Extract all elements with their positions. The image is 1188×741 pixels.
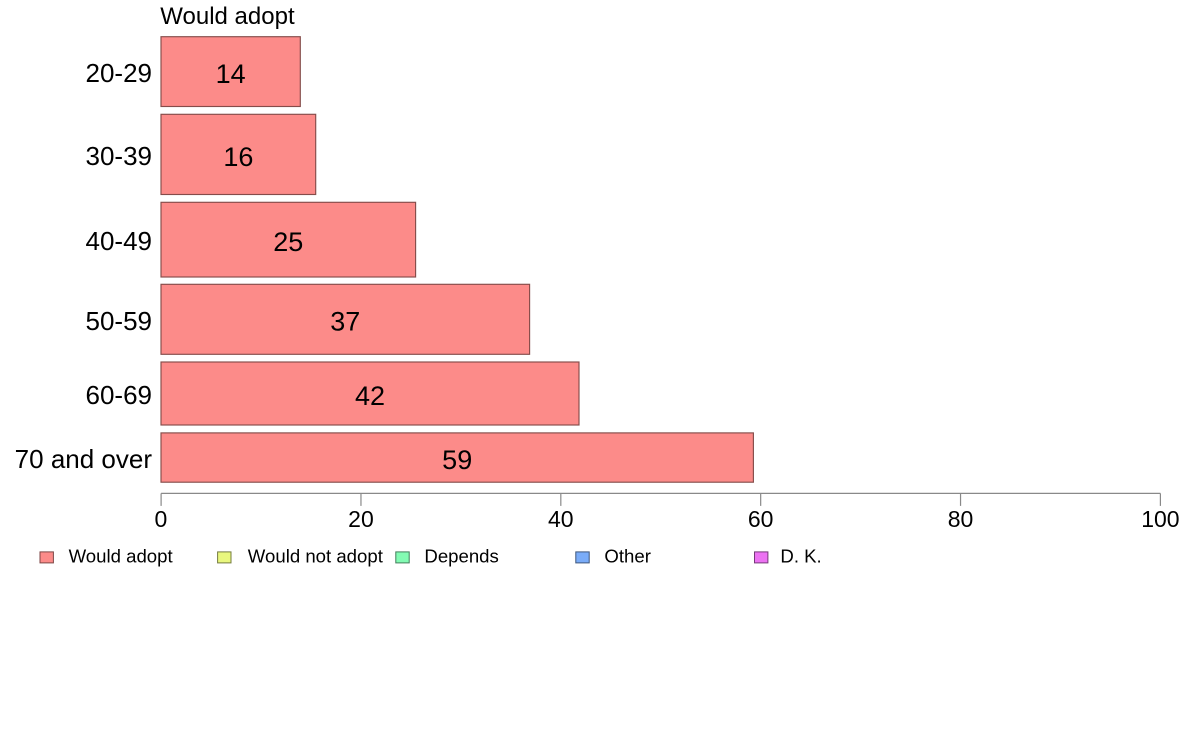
svg-text:20-29: 20-29	[86, 58, 153, 88]
svg-text:30-39: 30-39	[86, 141, 153, 171]
svg-text:59: 59	[442, 445, 472, 475]
svg-text:60-69: 60-69	[86, 380, 153, 410]
svg-text:Would not adopt: Would not adopt	[248, 545, 384, 566]
svg-text:D. K.: D. K.	[780, 545, 821, 566]
svg-text:40-49: 40-49	[86, 226, 153, 256]
svg-text:70 and over: 70 and over	[15, 444, 153, 474]
svg-text:60: 60	[748, 506, 774, 532]
svg-text:80: 80	[948, 506, 974, 532]
svg-text:42: 42	[355, 381, 385, 411]
svg-text:25: 25	[273, 227, 303, 257]
svg-text:37: 37	[330, 307, 360, 337]
svg-text:0: 0	[155, 506, 168, 532]
svg-text:Would adopt: Would adopt	[160, 3, 295, 30]
svg-text:100: 100	[1141, 506, 1179, 532]
svg-text:Would adopt: Would adopt	[69, 545, 174, 566]
svg-text:50-59: 50-59	[86, 306, 153, 336]
svg-text:16: 16	[223, 142, 253, 172]
svg-text:Depends: Depends	[424, 545, 498, 566]
svg-text:40: 40	[548, 506, 574, 532]
svg-text:14: 14	[216, 59, 246, 89]
svg-text:Other: Other	[604, 545, 651, 566]
svg-text:20: 20	[348, 506, 374, 532]
